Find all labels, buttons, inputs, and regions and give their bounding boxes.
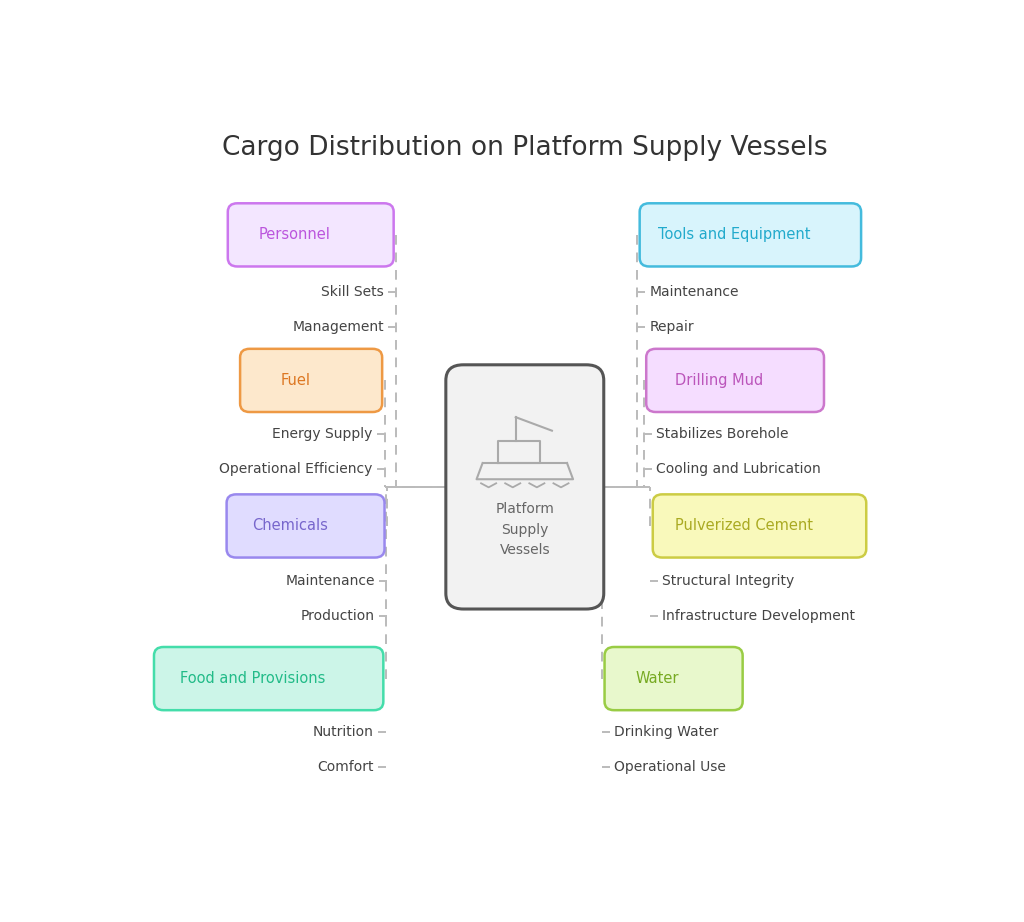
- Text: Tools and Equipment: Tools and Equipment: [658, 228, 811, 242]
- FancyBboxPatch shape: [445, 365, 604, 609]
- Text: Water: Water: [636, 671, 680, 686]
- Text: Cargo Distribution on Platform Supply Vessels: Cargo Distribution on Platform Supply Ve…: [222, 136, 827, 161]
- Text: Cooling and Lubrication: Cooling and Lubrication: [655, 462, 820, 476]
- FancyBboxPatch shape: [640, 203, 861, 266]
- FancyBboxPatch shape: [227, 203, 393, 266]
- Text: Nutrition: Nutrition: [313, 725, 374, 739]
- Text: Comfort: Comfort: [317, 761, 374, 774]
- Text: Drilling Mud: Drilling Mud: [675, 372, 763, 388]
- Text: Food and Provisions: Food and Provisions: [180, 671, 326, 686]
- Text: Platform
Supply
Vessels: Platform Supply Vessels: [496, 502, 554, 557]
- Text: Repair: Repair: [649, 320, 694, 334]
- Text: Pulverized Cement: Pulverized Cement: [675, 518, 813, 534]
- Text: Chemicals: Chemicals: [252, 518, 328, 534]
- Text: Energy Supply: Energy Supply: [272, 427, 373, 441]
- Text: Operational Efficiency: Operational Efficiency: [219, 462, 373, 476]
- Text: Stabilizes Borehole: Stabilizes Borehole: [655, 427, 788, 441]
- Text: Operational Use: Operational Use: [614, 761, 726, 774]
- Text: Maintenance: Maintenance: [649, 285, 738, 299]
- Text: Skill Sets: Skill Sets: [322, 285, 384, 299]
- Text: Structural Integrity: Structural Integrity: [663, 573, 795, 587]
- Text: Fuel: Fuel: [281, 372, 310, 388]
- Text: Personnel: Personnel: [259, 228, 331, 242]
- Text: Management: Management: [293, 320, 384, 334]
- Text: Production: Production: [301, 609, 375, 623]
- FancyBboxPatch shape: [646, 349, 824, 412]
- FancyBboxPatch shape: [154, 647, 383, 710]
- FancyBboxPatch shape: [604, 647, 742, 710]
- Text: Drinking Water: Drinking Water: [614, 725, 719, 739]
- FancyBboxPatch shape: [226, 494, 385, 558]
- Text: Maintenance: Maintenance: [286, 573, 375, 587]
- Text: Infrastructure Development: Infrastructure Development: [663, 609, 855, 623]
- FancyBboxPatch shape: [652, 494, 866, 558]
- FancyBboxPatch shape: [240, 349, 382, 412]
